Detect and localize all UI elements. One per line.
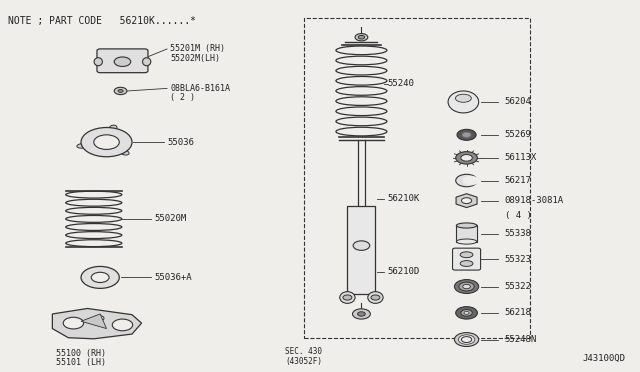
- Ellipse shape: [456, 94, 471, 102]
- Text: 56210D: 56210D: [387, 267, 419, 276]
- Ellipse shape: [368, 292, 383, 303]
- Circle shape: [94, 315, 104, 321]
- Circle shape: [464, 311, 469, 314]
- Circle shape: [462, 132, 471, 137]
- Circle shape: [81, 128, 132, 157]
- Text: 55248N: 55248N: [505, 335, 537, 344]
- Text: 08BLA6-B161A: 08BLA6-B161A: [170, 84, 230, 93]
- Circle shape: [458, 335, 475, 344]
- Text: 55202M(LH): 55202M(LH): [170, 54, 220, 62]
- Circle shape: [457, 129, 476, 140]
- Circle shape: [456, 152, 477, 164]
- Circle shape: [353, 241, 370, 250]
- Circle shape: [463, 284, 470, 289]
- Text: 55323: 55323: [505, 254, 532, 264]
- Ellipse shape: [94, 58, 102, 66]
- Ellipse shape: [109, 125, 117, 131]
- Ellipse shape: [120, 150, 129, 155]
- Circle shape: [112, 319, 132, 331]
- FancyBboxPatch shape: [452, 248, 481, 270]
- Circle shape: [371, 295, 380, 300]
- Text: 55020M: 55020M: [154, 214, 187, 224]
- Polygon shape: [52, 308, 141, 339]
- Circle shape: [114, 87, 127, 94]
- Text: 56210K: 56210K: [387, 194, 419, 203]
- Text: J43100QD: J43100QD: [583, 354, 626, 363]
- Circle shape: [463, 176, 479, 185]
- Text: SEC. 430
(43052F): SEC. 430 (43052F): [285, 347, 322, 366]
- FancyBboxPatch shape: [97, 49, 148, 73]
- Ellipse shape: [340, 292, 355, 303]
- Bar: [304, 18, 531, 338]
- Circle shape: [355, 33, 368, 41]
- Circle shape: [461, 154, 472, 161]
- Circle shape: [353, 309, 371, 319]
- Text: 55322: 55322: [505, 282, 532, 291]
- Text: 55338: 55338: [505, 229, 532, 238]
- Circle shape: [92, 272, 109, 282]
- Text: 55100 (RH): 55100 (RH): [56, 349, 106, 358]
- Ellipse shape: [460, 252, 473, 258]
- Ellipse shape: [456, 239, 477, 244]
- Circle shape: [94, 135, 119, 150]
- Ellipse shape: [143, 58, 151, 66]
- Polygon shape: [456, 194, 477, 208]
- Circle shape: [118, 90, 123, 92]
- Bar: [456, 225, 477, 241]
- Circle shape: [358, 312, 365, 316]
- Text: 56218: 56218: [505, 308, 532, 317]
- Text: 56204: 56204: [505, 97, 532, 106]
- Ellipse shape: [456, 223, 477, 228]
- Text: 55201M (RH): 55201M (RH): [170, 44, 225, 54]
- Text: 56113X: 56113X: [505, 153, 537, 162]
- Circle shape: [358, 35, 365, 39]
- Circle shape: [461, 337, 472, 343]
- Text: ( 2 ): ( 2 ): [170, 93, 195, 102]
- Circle shape: [461, 310, 472, 316]
- Circle shape: [461, 198, 472, 203]
- Circle shape: [456, 174, 477, 187]
- Text: 56217: 56217: [505, 176, 532, 185]
- Ellipse shape: [77, 144, 87, 148]
- Ellipse shape: [448, 91, 479, 113]
- Bar: [348, 206, 376, 294]
- Text: NOTE ; PART CODE   56210K......*: NOTE ; PART CODE 56210K......*: [8, 16, 196, 26]
- Text: 55240: 55240: [387, 79, 414, 88]
- Circle shape: [343, 295, 352, 300]
- Circle shape: [81, 266, 119, 288]
- Circle shape: [63, 317, 84, 329]
- Ellipse shape: [460, 260, 473, 266]
- Text: 08918-3081A: 08918-3081A: [505, 196, 564, 205]
- Circle shape: [454, 280, 479, 294]
- Circle shape: [114, 57, 131, 67]
- Text: 55036: 55036: [167, 138, 194, 147]
- Circle shape: [454, 333, 479, 346]
- Text: 55269: 55269: [505, 130, 532, 140]
- Polygon shape: [81, 314, 106, 328]
- Text: 55101 (LH): 55101 (LH): [56, 358, 106, 367]
- Text: 55036+A: 55036+A: [154, 273, 192, 282]
- Circle shape: [456, 307, 477, 319]
- Circle shape: [459, 282, 474, 291]
- Text: ( 4 ): ( 4 ): [505, 211, 532, 220]
